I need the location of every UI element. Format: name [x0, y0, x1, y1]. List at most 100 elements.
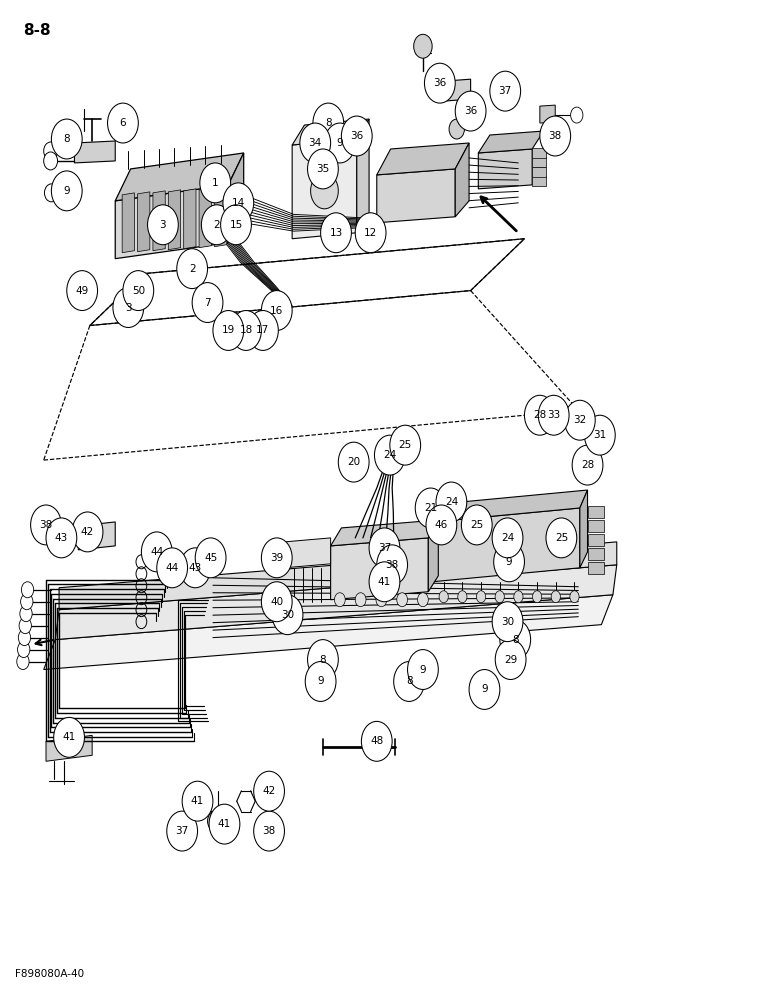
Circle shape	[425, 63, 455, 103]
Text: 40: 40	[270, 597, 283, 607]
Polygon shape	[78, 522, 115, 550]
Polygon shape	[330, 520, 438, 546]
Circle shape	[469, 670, 499, 709]
Circle shape	[182, 781, 213, 821]
Circle shape	[418, 593, 428, 607]
Text: 2: 2	[214, 220, 220, 230]
Circle shape	[564, 400, 595, 440]
Circle shape	[415, 488, 446, 528]
Text: 36: 36	[433, 78, 446, 88]
Text: 8-8: 8-8	[23, 23, 50, 38]
Text: 41: 41	[378, 577, 391, 587]
Text: 24: 24	[501, 533, 514, 543]
Circle shape	[538, 395, 569, 435]
Text: 28: 28	[533, 410, 547, 420]
Circle shape	[546, 518, 577, 558]
Circle shape	[376, 593, 387, 607]
Circle shape	[19, 630, 31, 646]
Polygon shape	[122, 193, 134, 253]
Circle shape	[157, 548, 188, 588]
Text: 38: 38	[549, 131, 562, 141]
Text: 25: 25	[555, 533, 568, 543]
Circle shape	[46, 518, 76, 558]
Circle shape	[436, 482, 467, 522]
Circle shape	[273, 595, 303, 635]
Text: 32: 32	[574, 415, 587, 425]
Text: 3: 3	[125, 303, 131, 313]
Circle shape	[107, 103, 138, 143]
Text: 9: 9	[317, 676, 324, 686]
Text: 49: 49	[76, 286, 89, 296]
Polygon shape	[46, 735, 92, 761]
Polygon shape	[215, 187, 227, 247]
Circle shape	[44, 142, 58, 160]
Circle shape	[254, 811, 284, 851]
Text: 36: 36	[464, 106, 477, 116]
Circle shape	[493, 542, 524, 582]
Text: 9: 9	[63, 186, 70, 196]
Circle shape	[490, 71, 520, 111]
Polygon shape	[330, 538, 428, 600]
Polygon shape	[184, 189, 196, 249]
Text: 18: 18	[239, 325, 252, 335]
Text: 37: 37	[175, 826, 189, 836]
Circle shape	[262, 538, 292, 578]
Text: 16: 16	[270, 306, 283, 316]
FancyBboxPatch shape	[587, 562, 604, 574]
Circle shape	[571, 107, 583, 123]
Text: 42: 42	[81, 527, 94, 537]
Text: 37: 37	[378, 543, 391, 553]
Circle shape	[313, 103, 344, 143]
Polygon shape	[357, 119, 369, 233]
Polygon shape	[444, 79, 471, 101]
Polygon shape	[229, 153, 244, 243]
Text: 41: 41	[63, 732, 76, 742]
Circle shape	[455, 91, 486, 131]
Circle shape	[200, 163, 231, 203]
Text: 50: 50	[132, 286, 145, 296]
Circle shape	[361, 721, 392, 761]
Text: 9: 9	[481, 684, 488, 694]
Circle shape	[248, 311, 279, 350]
FancyBboxPatch shape	[587, 520, 604, 532]
Circle shape	[307, 149, 338, 189]
Text: 1: 1	[212, 178, 218, 188]
Text: 33: 33	[547, 410, 560, 420]
Circle shape	[369, 528, 400, 568]
Circle shape	[52, 119, 82, 159]
Circle shape	[147, 205, 178, 245]
Text: 39: 39	[270, 553, 283, 563]
Circle shape	[324, 123, 355, 163]
Circle shape	[414, 34, 432, 58]
FancyBboxPatch shape	[532, 176, 546, 186]
Circle shape	[254, 771, 284, 811]
Circle shape	[572, 445, 603, 485]
Text: 9: 9	[420, 665, 426, 675]
Circle shape	[21, 594, 33, 610]
Text: 20: 20	[347, 457, 361, 467]
Polygon shape	[199, 188, 212, 248]
Circle shape	[514, 591, 523, 603]
Text: 13: 13	[330, 228, 343, 238]
Text: 21: 21	[424, 503, 437, 513]
Text: 17: 17	[256, 325, 269, 335]
FancyBboxPatch shape	[587, 548, 604, 560]
Text: 9: 9	[337, 138, 344, 148]
Polygon shape	[284, 538, 330, 568]
Circle shape	[141, 532, 172, 572]
Text: 14: 14	[232, 198, 245, 208]
Text: 2: 2	[189, 264, 195, 274]
Polygon shape	[432, 490, 587, 522]
Circle shape	[208, 811, 223, 831]
Circle shape	[533, 591, 542, 603]
Circle shape	[495, 640, 526, 680]
Polygon shape	[74, 141, 115, 163]
Text: 24: 24	[383, 450, 397, 460]
Circle shape	[307, 640, 338, 680]
Circle shape	[66, 271, 97, 311]
Circle shape	[320, 213, 351, 253]
Text: 37: 37	[499, 86, 512, 96]
Text: 31: 31	[593, 430, 607, 440]
Text: 46: 46	[435, 520, 448, 530]
Text: 28: 28	[581, 460, 594, 470]
